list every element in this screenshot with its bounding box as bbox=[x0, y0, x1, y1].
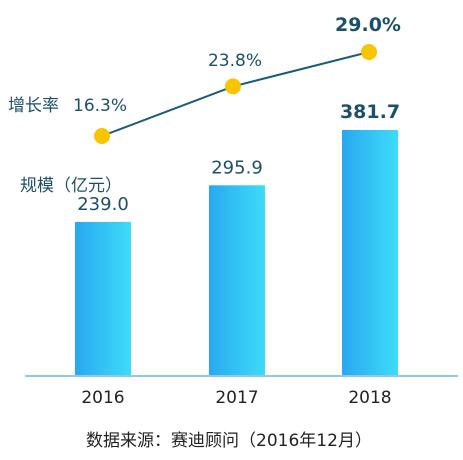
bar-value-labels: 239.0 295.9 381.7 bbox=[77, 101, 400, 215]
growth-value-label-2018: 29.0% bbox=[335, 14, 401, 36]
bar-value-label-2018: 381.7 bbox=[340, 101, 400, 123]
bar-2018 bbox=[342, 130, 398, 376]
bar-2016 bbox=[75, 221, 131, 376]
growth-marker-2017 bbox=[225, 78, 241, 95]
growth-marker-2016 bbox=[94, 128, 110, 144]
x-tick-labels: 2016 2017 2018 bbox=[81, 388, 391, 408]
bar-series bbox=[75, 130, 398, 376]
growth-series-label: 增长率 bbox=[8, 96, 59, 116]
source-note: 数据来源：赛迪顾问（2016年12月） bbox=[86, 430, 372, 451]
scale-series-label: 规模（亿元） bbox=[20, 176, 122, 196]
x-tick-2018: 2018 bbox=[348, 388, 391, 408]
growth-value-labels: 16.3% 23.8% 29.0% bbox=[73, 14, 401, 116]
growth-value-label-2017: 23.8% bbox=[208, 51, 262, 71]
x-tick-2016: 2016 bbox=[81, 388, 124, 408]
growth-markers bbox=[94, 44, 377, 144]
growth-value-label-2016: 16.3% bbox=[73, 96, 127, 116]
bar-2017 bbox=[209, 185, 265, 376]
growth-marker-2018 bbox=[361, 44, 377, 60]
x-tick-2017: 2017 bbox=[215, 388, 258, 408]
bar-value-label-2016: 239.0 bbox=[77, 194, 129, 215]
bar-value-label-2017: 295.9 bbox=[211, 157, 263, 178]
